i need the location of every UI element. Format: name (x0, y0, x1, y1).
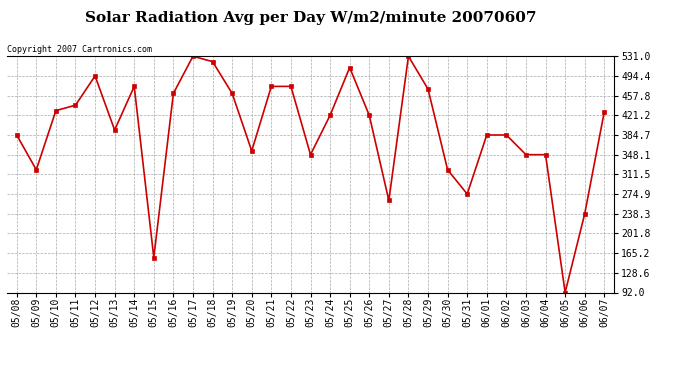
Text: Solar Radiation Avg per Day W/m2/minute 20070607: Solar Radiation Avg per Day W/m2/minute … (85, 11, 536, 25)
Text: Copyright 2007 Cartronics.com: Copyright 2007 Cartronics.com (7, 45, 152, 54)
